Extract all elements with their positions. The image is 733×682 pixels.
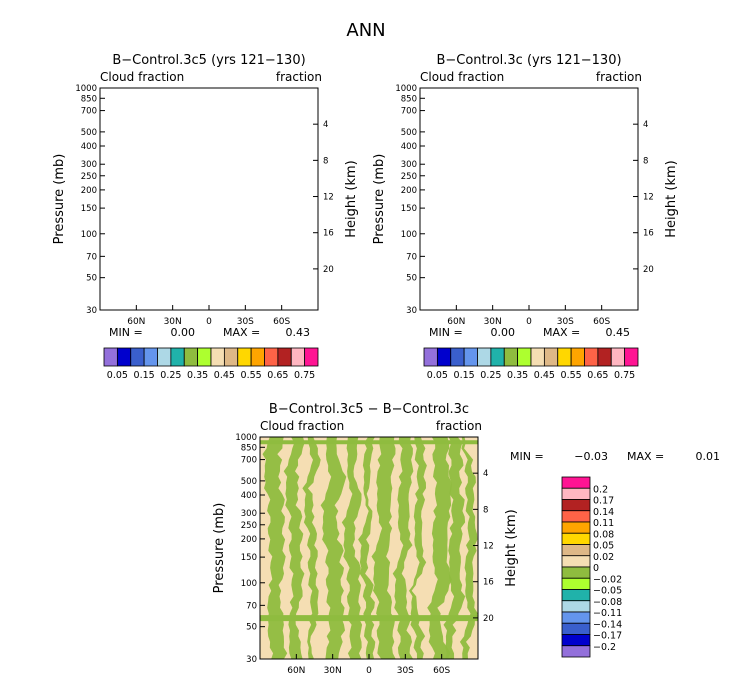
left-colorbar-swatch <box>157 347 172 367</box>
left-height-tick-label: 20 <box>323 265 334 275</box>
left-colorbar-label: 0.45 <box>214 370 235 381</box>
left-min-value: 0.00 <box>171 326 196 339</box>
left-title: B−Control.3c5 (yrs 121−130) <box>112 53 305 68</box>
left-pressure-tick-label: 250 <box>81 172 97 182</box>
left-colorbar-label: 0.25 <box>160 370 181 381</box>
left-lat-tick-label: 60S <box>273 317 290 327</box>
left-colorbar-swatch <box>143 347 158 367</box>
left-colorbar-swatch <box>103 347 118 367</box>
left-height-tick-label: 8 <box>323 156 328 166</box>
left-colorbar-swatch <box>170 347 185 367</box>
left-subtitle-left: Cloud fraction <box>100 70 184 84</box>
left-ylabel: Pressure (mb) <box>52 154 67 245</box>
left-colorbar-swatch <box>130 347 145 367</box>
left-lat-tick-label: 30S <box>237 317 254 327</box>
left-pressure-tick-label: 200 <box>81 186 97 196</box>
left-colorbar-swatch <box>183 347 199 367</box>
left-colorbar-label: 0.15 <box>134 370 155 381</box>
left-pressure-tick-label: 100 <box>81 230 97 240</box>
left-colorbar-swatch <box>277 347 292 367</box>
left-pressure-tick-label: 50 <box>86 274 97 284</box>
left-pressure-tick-label: 300 <box>81 160 97 170</box>
left-colorbar-swatch <box>250 347 265 367</box>
left-pressure-tick-label: 400 <box>81 142 97 152</box>
left-max-label: MAX = <box>223 326 260 339</box>
left-colorbar-label: 0.35 <box>187 370 208 381</box>
left-colorbar-label: 0.05 <box>107 370 128 381</box>
left-colorbar-swatch <box>210 347 225 367</box>
figure-title: ANN <box>346 20 385 41</box>
left-colorbar-swatch <box>264 347 279 367</box>
left-height-tick-label: 12 <box>323 193 334 203</box>
left-colorbar-swatch <box>197 347 212 367</box>
left-pressure-tick-label: 150 <box>81 204 97 214</box>
left-subtitle-right: fraction <box>276 70 322 84</box>
left-pressure-tick-label: 700 <box>81 107 97 117</box>
left-max-value: 0.43 <box>286 326 311 339</box>
left-pressure-tick-label: 1000 <box>75 84 97 94</box>
left-pressure-tick-label: 500 <box>81 128 97 138</box>
left-plot-frame <box>99 87 319 311</box>
left-colorbar-label: 0.75 <box>294 370 315 381</box>
left-lat-tick-label: 0 <box>206 317 212 327</box>
left-min-label: MIN = <box>109 326 143 339</box>
left-colorbar-label: 0.65 <box>267 370 288 381</box>
left-pressure-tick-label: 850 <box>81 94 97 104</box>
left-colorbar-swatch <box>116 347 132 367</box>
left-pressure-tick-label: 30 <box>86 306 97 316</box>
left-colorbar-swatch <box>290 347 306 367</box>
left-colorbar-label: 0.55 <box>241 370 262 381</box>
left-colorbar-swatch <box>237 347 252 367</box>
right-contour-panel: B−Control.3c (yrs 121−130)Cloud fraction… <box>372 53 679 381</box>
left-lat-tick-label: 30N <box>164 317 182 327</box>
left-pressure-tick-label: 70 <box>86 252 97 262</box>
left-colorbar-swatch <box>304 347 319 367</box>
left-contour-panel: B−Control.3c5 (yrs 121−130) Cloud fractio… <box>52 53 359 381</box>
left-height-tick-label: 4 <box>323 120 328 130</box>
left-lat-tick-label: 60N <box>127 317 145 327</box>
left-colorbar-swatch <box>223 347 239 367</box>
left-ylabel-right: Height (km) <box>344 160 359 237</box>
left-height-tick-label: 16 <box>323 229 334 239</box>
